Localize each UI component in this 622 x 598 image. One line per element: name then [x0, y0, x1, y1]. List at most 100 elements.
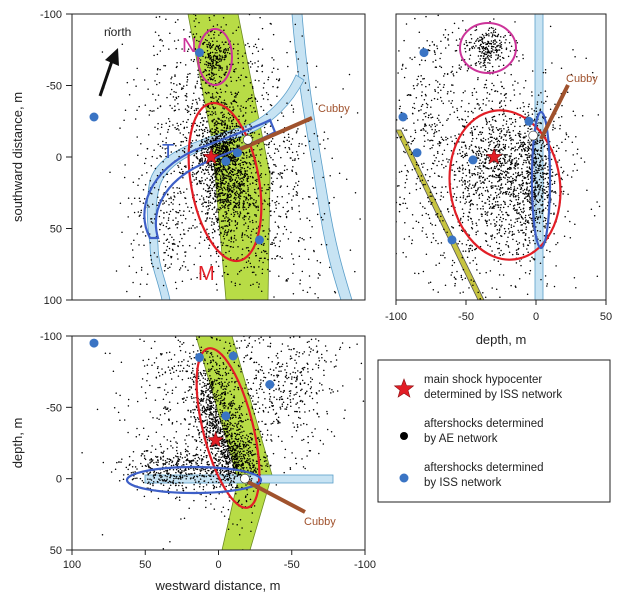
ae-point [218, 75, 221, 78]
ae-point [221, 41, 224, 43]
ae-point [133, 79, 135, 81]
ae-point [265, 192, 267, 194]
ae-point [241, 157, 244, 159]
ae-point [252, 283, 254, 286]
ae-point [509, 230, 511, 233]
ae-point [252, 202, 254, 205]
ae-point [247, 177, 250, 179]
ae-point [228, 138, 231, 140]
ae-point [158, 240, 160, 242]
ae-point [186, 81, 188, 83]
ae-point [170, 197, 172, 200]
ae-point [260, 105, 262, 108]
ae-point [596, 201, 598, 203]
ae-point [480, 66, 482, 68]
ae-point [541, 203, 544, 206]
ae-point [319, 143, 321, 145]
ae-point [519, 133, 522, 135]
ae-point [204, 220, 207, 222]
ae-point [164, 152, 167, 154]
ae-point [253, 45, 255, 48]
ae-point [215, 186, 218, 188]
ae-point [229, 203, 231, 206]
ae-point [253, 132, 256, 134]
ae-point [461, 278, 464, 281]
ae-point [180, 88, 183, 91]
ae-point [215, 58, 218, 60]
ae-point [520, 215, 523, 218]
ae-point [219, 60, 221, 63]
ae-point [491, 65, 494, 68]
ae-point [495, 138, 497, 141]
ae-point [207, 114, 210, 117]
ae-point [462, 167, 464, 170]
ae-point [237, 62, 240, 64]
ae-point [553, 232, 555, 235]
ae-point [315, 86, 317, 88]
ae-point [212, 56, 215, 58]
ae-point [476, 150, 479, 153]
ae-point [460, 179, 463, 181]
ae-point [175, 145, 177, 147]
ae-point [268, 142, 271, 144]
ae-point [275, 165, 277, 168]
ae-point [499, 55, 501, 58]
ae-point [179, 61, 182, 64]
ae-point [216, 121, 218, 123]
ae-point [192, 60, 195, 63]
ae-point [282, 233, 285, 235]
ae-point [225, 127, 228, 130]
ae-point [209, 85, 211, 87]
ae-point [144, 104, 147, 106]
ae-point [231, 179, 233, 182]
ae-point [209, 52, 212, 55]
ae-point [490, 31, 492, 34]
ae-point [180, 214, 182, 217]
ae-point [536, 169, 538, 172]
ae-point [229, 8, 231, 10]
ae-point [483, 49, 485, 52]
ae-point [193, 20, 195, 22]
ae-point [490, 45, 493, 48]
ae-point [492, 161, 495, 163]
ae-point [233, 196, 236, 199]
ae-point [138, 105, 140, 108]
ae-point [216, 185, 219, 188]
ae-point [488, 219, 491, 221]
ae-point [528, 160, 530, 163]
ae-point [206, 129, 209, 131]
ae-point [142, 189, 145, 191]
ae-point [485, 104, 487, 106]
ae-point [195, 173, 197, 175]
ae-point [215, 182, 218, 184]
ae-point [497, 139, 500, 142]
ae-point [200, 143, 202, 145]
ae-point [471, 140, 473, 142]
ae-point [504, 201, 506, 203]
ae-point [262, 261, 264, 264]
ae-point [280, 172, 282, 174]
ae-point [560, 177, 563, 179]
ae-point [492, 41, 494, 44]
ae-point [215, 160, 217, 162]
ae-point [564, 336, 566, 338]
ae-point [527, 139, 530, 142]
ae-point [270, 243, 272, 246]
ae-point [205, 201, 208, 204]
ae-point [240, 167, 242, 169]
ae-point [478, 148, 481, 150]
ae-point [219, 88, 222, 91]
ae-point [539, 216, 542, 219]
ae-point [216, 144, 218, 146]
ae-point [186, 50, 189, 53]
ae-point [243, 224, 245, 226]
ae-point [424, 183, 426, 186]
ae-point [215, 73, 217, 76]
ae-point [162, 224, 165, 227]
ae-point [500, 52, 503, 54]
ae-point [470, 41, 472, 44]
ae-point [226, 147, 228, 149]
ae-point [175, 287, 178, 290]
ae-point [476, 181, 478, 183]
ae-point [466, 44, 469, 47]
